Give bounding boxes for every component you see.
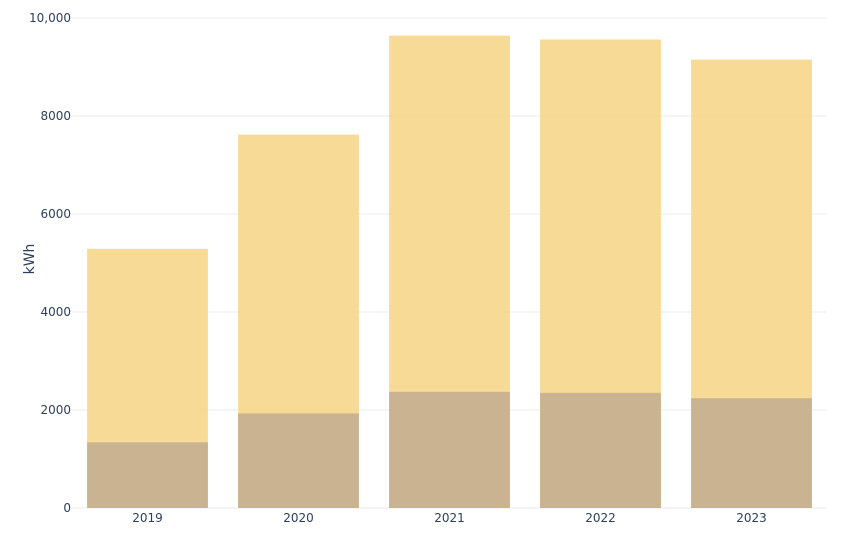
x-tick-label: 2022: [585, 511, 616, 525]
bar-series-2[interactable]: [87, 442, 208, 508]
bar-series-2[interactable]: [389, 391, 510, 508]
x-tick-label: 2021: [434, 511, 465, 525]
y-axis-title: kWh: [22, 244, 38, 275]
bars: [87, 35, 812, 509]
bar-series-2[interactable]: [238, 413, 359, 508]
x-tick-label: 2020: [283, 511, 314, 525]
y-tick-label: 10,000: [29, 11, 71, 25]
y-tick-label: 6000: [40, 207, 71, 221]
y-tick-label: 0: [63, 501, 71, 515]
y-axis-ticks: 0 2000 4000 6000 8000 10,000: [29, 11, 71, 515]
y-tick-label: 2000: [40, 403, 71, 417]
bar-series-2[interactable]: [540, 392, 661, 508]
y-tick-label: 4000: [40, 305, 71, 319]
x-tick-label: 2019: [132, 511, 163, 525]
x-axis-ticks: 2019 2020 2021 2022 2023: [132, 511, 767, 525]
bar-series-2[interactable]: [691, 398, 812, 508]
x-tick-label: 2023: [736, 511, 767, 525]
y-tick-label: 8000: [40, 109, 71, 123]
